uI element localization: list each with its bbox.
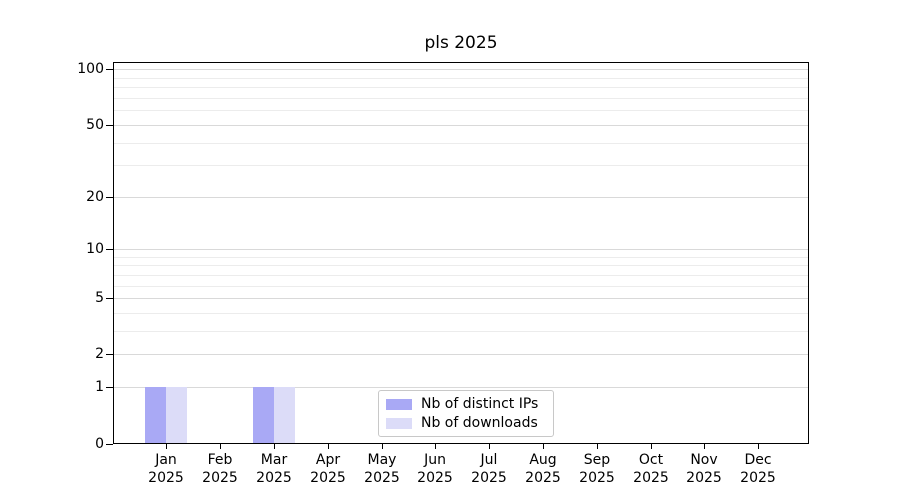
gridline-major: [114, 298, 808, 299]
gridline-major: [114, 249, 808, 250]
gridline-minor: [114, 257, 808, 258]
x-tick-mark: [651, 444, 652, 449]
x-tick-label: Oct 2025: [633, 452, 669, 486]
x-tick-mark: [328, 444, 329, 449]
gridline-minor: [114, 98, 808, 99]
y-tick-label: 100: [77, 61, 104, 77]
x-tick-label: Feb 2025: [202, 452, 238, 486]
legend: Nb of distinct IPs Nb of downloads: [378, 390, 554, 437]
y-tick-label: 0: [95, 436, 104, 452]
gridline-minor: [114, 165, 808, 166]
y-tick-label: 1: [95, 379, 104, 395]
x-tick-label: Jun 2025: [417, 452, 453, 486]
x-tick-label: Aug 2025: [525, 452, 561, 486]
legend-label-distinct-ips: Nb of distinct IPs: [421, 396, 539, 412]
legend-item-distinct-ips: Nb of distinct IPs: [386, 396, 546, 412]
gridlines-layer: [114, 63, 808, 443]
plot-area: Nb of distinct IPs Nb of downloads: [113, 62, 809, 444]
x-tick-mark: [166, 444, 167, 449]
gridline-minor: [114, 313, 808, 314]
x-tick-label: Jan 2025: [148, 452, 184, 486]
gridline-major: [114, 197, 808, 198]
bar-nb-of-downloads-mar: [274, 387, 295, 443]
y-tick-mark: [106, 249, 113, 250]
y-tick-mark: [106, 444, 113, 445]
x-tick-label: May 2025: [364, 452, 400, 486]
y-tick-mark: [106, 354, 113, 355]
gridline-minor: [114, 275, 808, 276]
bar-nb-of-downloads-jan: [166, 387, 187, 443]
bar-nb-of-distinct-ips-jan: [145, 387, 166, 443]
x-tick-label: Dec 2025: [740, 452, 776, 486]
x-tick-mark: [758, 444, 759, 449]
y-tick-label: 2: [95, 346, 104, 362]
x-tick-mark: [597, 444, 598, 449]
legend-item-downloads: Nb of downloads: [386, 415, 546, 431]
legend-swatch-downloads-icon: [386, 417, 412, 429]
x-tick-mark: [543, 444, 544, 449]
x-tick-label: Mar 2025: [256, 452, 292, 486]
x-tick-mark: [382, 444, 383, 449]
bars-layer: [114, 63, 808, 443]
legend-label-downloads: Nb of downloads: [421, 415, 538, 431]
x-tick-mark: [435, 444, 436, 449]
y-tick-mark: [106, 197, 113, 198]
x-tick-label: Apr 2025: [310, 452, 346, 486]
x-tick-mark: [489, 444, 490, 449]
x-tick-label: Sep 2025: [579, 452, 615, 486]
x-tick-label: Jul 2025: [471, 452, 507, 486]
gridline-minor: [114, 143, 808, 144]
x-tick-mark: [220, 444, 221, 449]
gridline-major: [114, 125, 808, 126]
y-tick-mark: [106, 69, 113, 70]
y-tick-label: 50: [86, 117, 104, 133]
gridline-major: [114, 387, 808, 388]
gridline-minor: [114, 286, 808, 287]
gridline-major: [114, 69, 808, 70]
gridline-minor: [114, 265, 808, 266]
y-tick-label: 10: [86, 241, 104, 257]
y-tick-mark: [106, 125, 113, 126]
gridline-minor: [114, 110, 808, 111]
gridline-minor: [114, 78, 808, 79]
gridline-major: [114, 354, 808, 355]
x-tick-mark: [274, 444, 275, 449]
chart-title: pls 2025: [424, 33, 498, 53]
gridline-minor: [114, 331, 808, 332]
y-tick-label: 5: [95, 290, 104, 306]
y-tick-label: 20: [86, 189, 104, 205]
legend-swatch-distinct-ips-icon: [386, 398, 412, 410]
x-tick-mark: [704, 444, 705, 449]
bar-nb-of-distinct-ips-mar: [253, 387, 274, 443]
gridline-minor: [114, 87, 808, 88]
x-tick-label: Nov 2025: [686, 452, 722, 486]
y-tick-mark: [106, 387, 113, 388]
y-tick-mark: [106, 298, 113, 299]
